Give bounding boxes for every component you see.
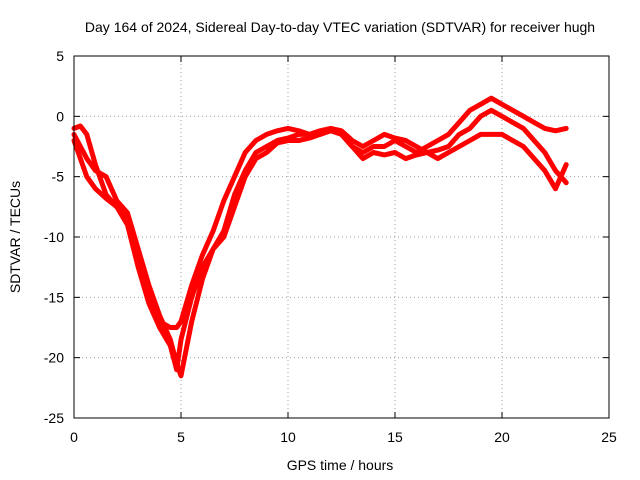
y-tick-label: -5 xyxy=(52,169,65,185)
x-tick-label: 0 xyxy=(70,429,78,445)
x-tick-label: 5 xyxy=(177,429,185,445)
x-tick-label: 20 xyxy=(494,429,510,445)
y-tick-label: -25 xyxy=(44,410,64,426)
y-tick-label: -20 xyxy=(44,350,64,366)
series-line-track-b xyxy=(71,107,569,379)
x-tick-label: 25 xyxy=(601,429,617,445)
series-group xyxy=(71,95,569,379)
y-tick-label: -10 xyxy=(44,229,64,245)
y-axis-label: SDTVAR / TECUs xyxy=(7,181,23,293)
y-tick-label: -15 xyxy=(44,289,64,305)
x-tick-label: 15 xyxy=(387,429,403,445)
x-axis-label: GPS time / hours xyxy=(287,457,394,473)
x-tick-label: 10 xyxy=(280,429,296,445)
series-line-track-c xyxy=(71,128,569,373)
chart-title: Day 164 of 2024, Sidereal Day-to-day VTE… xyxy=(85,19,595,35)
axis-ticks: 0 5 10 15 20 25 -25 -20 -15 -10 -5 0 5 xyxy=(44,48,617,445)
y-tick-label: 0 xyxy=(56,108,64,124)
y-tick-label: 5 xyxy=(56,48,64,64)
